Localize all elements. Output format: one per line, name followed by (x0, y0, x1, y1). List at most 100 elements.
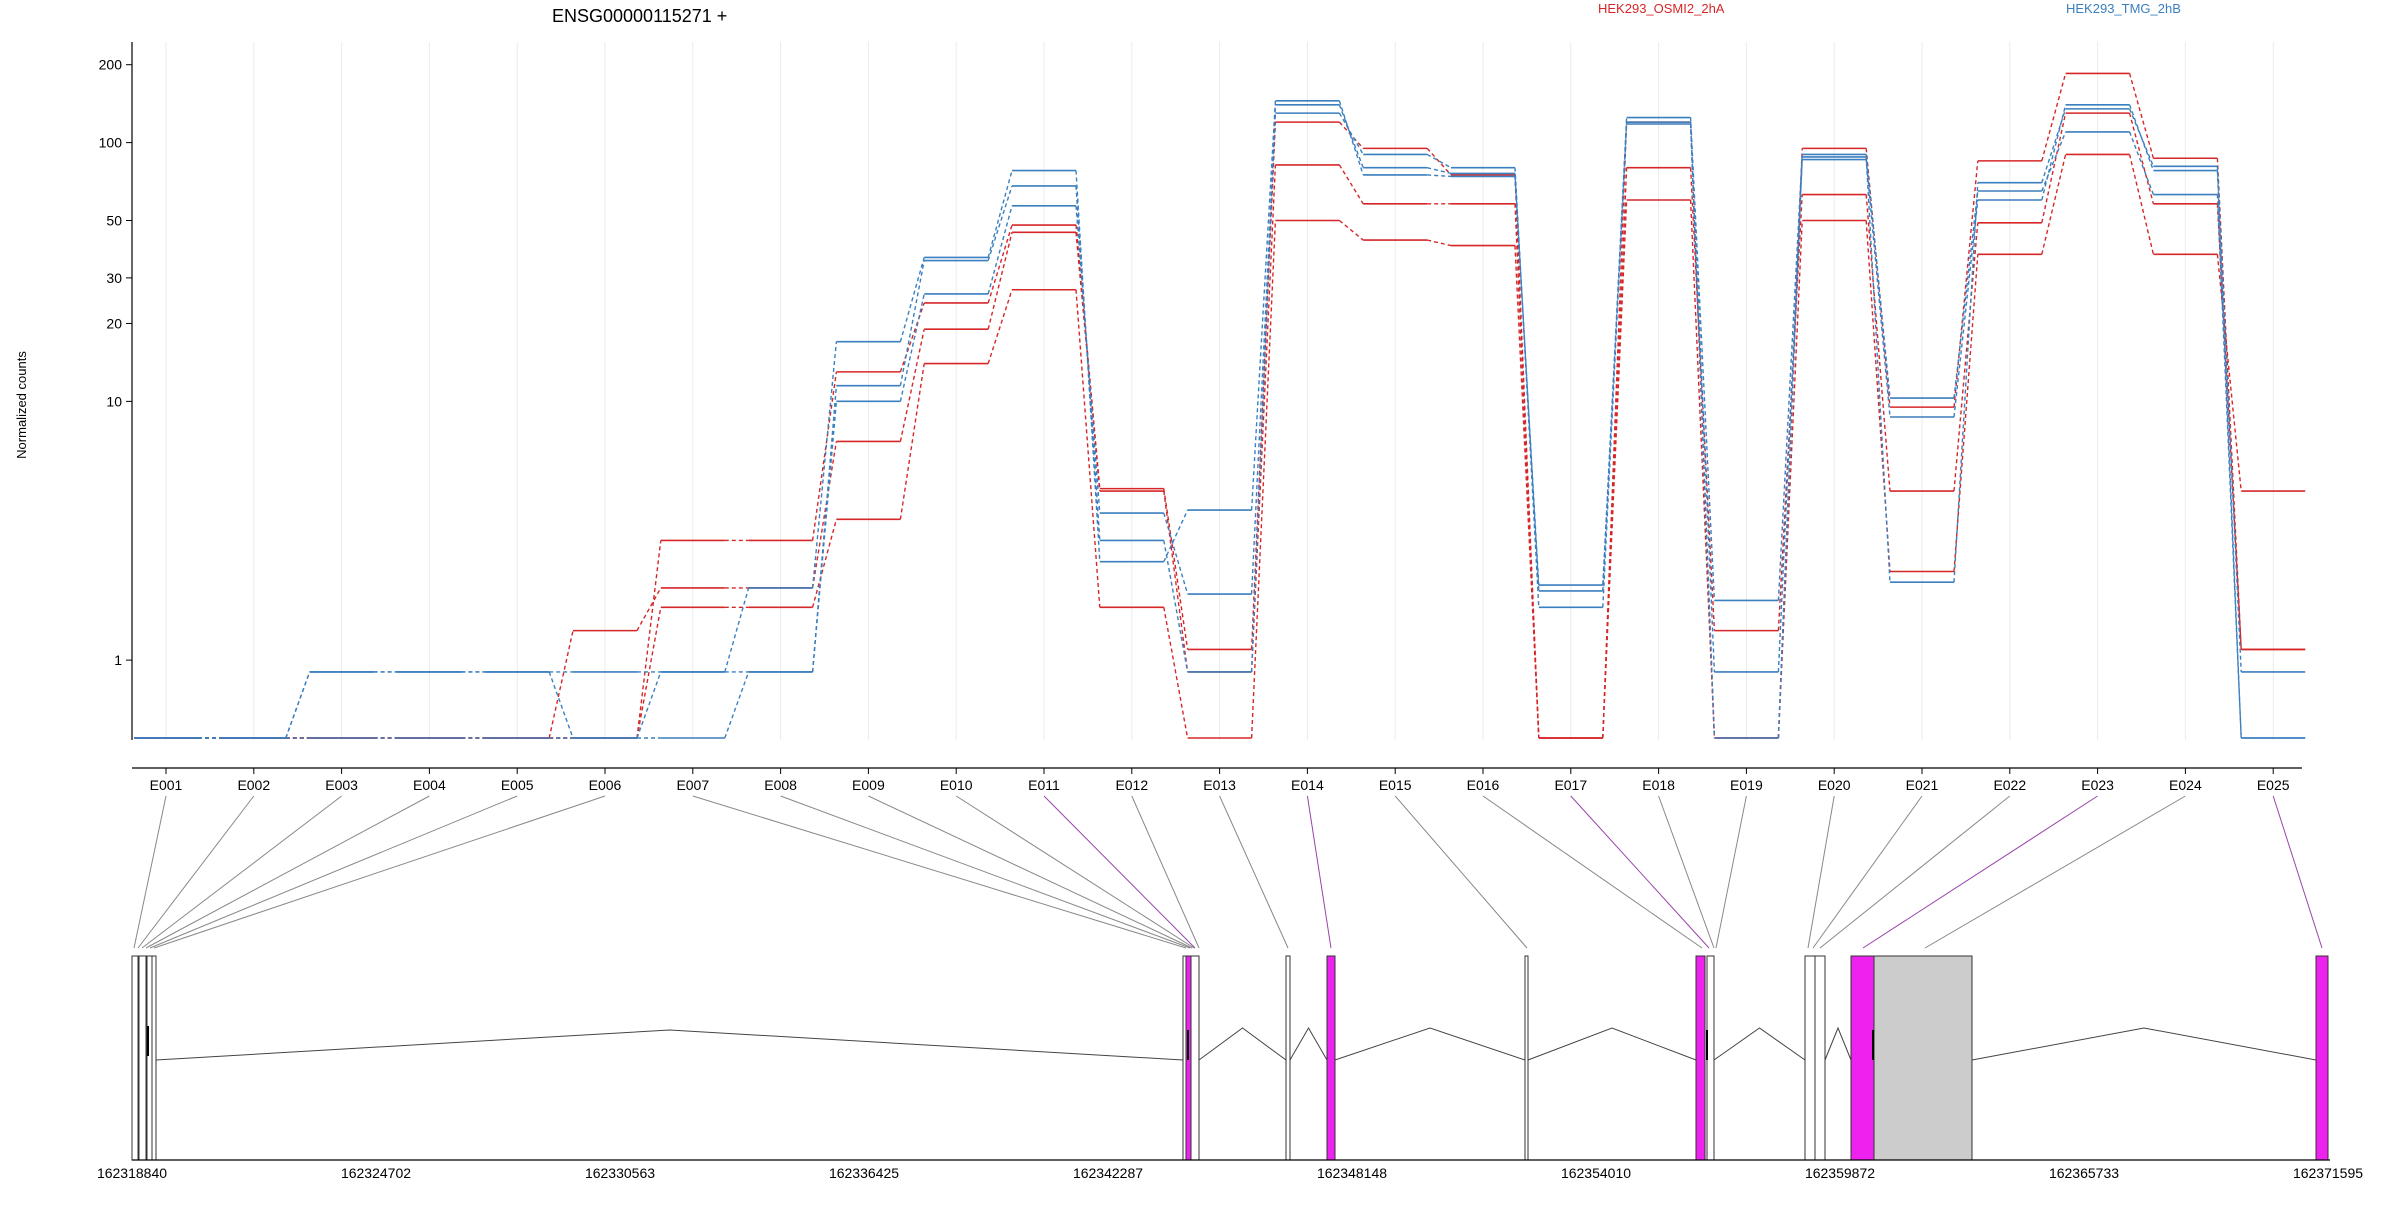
intron (1289, 1027, 1328, 1061)
data-connector (987, 185, 1013, 261)
data-connector (987, 224, 1013, 304)
x-tick-label: E015 (1379, 777, 1412, 793)
exon (1524, 955, 1529, 1161)
exon (151, 955, 157, 1161)
data-connector (2041, 131, 2067, 192)
data-connector (1953, 190, 1979, 399)
coordinate-label: 162330563 (585, 1165, 655, 1181)
exon (1804, 955, 1816, 1161)
y-tick-label: 1 (114, 652, 122, 668)
data-connector (811, 371, 838, 541)
exon (1706, 955, 1715, 1161)
data-connector (2128, 73, 2155, 159)
data-connector (2128, 131, 2155, 195)
y-tick-label: 200 (99, 57, 123, 73)
data-connector (899, 257, 925, 342)
data-connector (987, 289, 1013, 364)
data-connector (1163, 512, 1189, 595)
exon-connector (868, 795, 1193, 949)
intron (1971, 1027, 2317, 1061)
data-connector (1338, 104, 1364, 168)
intron (1713, 1027, 1806, 1061)
data-connector (1338, 112, 1364, 155)
data-connector (1075, 225, 1101, 489)
exon-connector (1306, 795, 1332, 949)
data-connector (811, 341, 838, 589)
data-connector (636, 587, 662, 631)
data-connector (1427, 174, 1452, 178)
x-tick-label: E016 (1467, 777, 1500, 793)
exon (1814, 955, 1826, 1161)
intron (1824, 1026, 1852, 1061)
data-connector (2041, 154, 2067, 255)
x-tick-label: E008 (764, 777, 797, 793)
exon-highlighted (2315, 955, 2329, 1161)
data-connector (1250, 113, 1277, 595)
data-connector (1250, 104, 1277, 672)
x-tick-label: E025 (2257, 777, 2290, 793)
data-connector (1865, 220, 1891, 572)
data-connector (2216, 158, 2242, 650)
data-connector (899, 302, 925, 373)
data-connector (899, 329, 925, 442)
data-connector (811, 441, 838, 589)
exon-connector (1924, 795, 2186, 949)
exon-connector (1043, 795, 1196, 949)
data-connector (1689, 122, 1716, 739)
exon (1873, 955, 1973, 1161)
x-tick-label: E024 (2169, 777, 2202, 793)
exon (1190, 955, 1200, 1161)
data-connector (1338, 100, 1364, 176)
data-connector (636, 540, 662, 739)
y-tick-label: 10 (106, 393, 122, 409)
exon-connector (1807, 795, 1835, 949)
data-connector (1250, 164, 1277, 672)
coordinate-label: 162324702 (341, 1165, 411, 1181)
legend-item: HEK293_OSMI2_2hA (1598, 1, 1725, 16)
coordinate-label: 162318840 (97, 1165, 167, 1181)
y-tick-label: 100 (99, 135, 123, 151)
coordinate-label: 162336425 (829, 1165, 899, 1181)
data-connector (2041, 108, 2067, 183)
data-connector (1689, 117, 1716, 601)
data-connector (636, 671, 662, 739)
x-tick-label: E022 (1993, 777, 2026, 793)
exon-connectors (133, 795, 2323, 949)
exon (131, 955, 139, 1161)
data-connector (987, 232, 1013, 330)
data-connector (899, 260, 925, 386)
data-connector (1865, 159, 1891, 418)
chart-title: ENSG00000115271 + (552, 6, 727, 26)
data-connector (1514, 245, 1540, 739)
exon-connector (1394, 795, 1528, 949)
data-connector (1777, 159, 1803, 672)
data-connector (811, 385, 838, 673)
gene-model (131, 955, 2329, 1161)
x-tick-label: E019 (1730, 777, 1763, 793)
coordinate-label: 162371595 (2293, 1165, 2363, 1181)
intron (155, 1029, 1184, 1061)
exon (1285, 955, 1291, 1161)
y-tick-label: 20 (106, 315, 122, 331)
x-tick-label: E006 (589, 777, 622, 793)
x-tick-label: E011 (1028, 777, 1060, 793)
data-connector (1602, 122, 1628, 608)
data-connector (1250, 220, 1277, 739)
data-connector (1953, 182, 1979, 583)
exon-highlighted (1326, 955, 1336, 1161)
data-connector (1163, 509, 1189, 563)
exon-connector (1131, 795, 1200, 949)
data-connector (1865, 156, 1891, 583)
data-connector (1514, 176, 1540, 586)
x-tick-label: E007 (676, 777, 709, 793)
x-tick-label: E014 (1291, 777, 1324, 793)
data-connector (899, 293, 925, 402)
data-connector (987, 170, 1013, 258)
intron (1527, 1027, 1697, 1061)
y-tick-label: 30 (106, 270, 122, 286)
data-connector (2128, 108, 2155, 167)
exon-highlighted (1695, 955, 1706, 1161)
data-connector (899, 363, 925, 520)
